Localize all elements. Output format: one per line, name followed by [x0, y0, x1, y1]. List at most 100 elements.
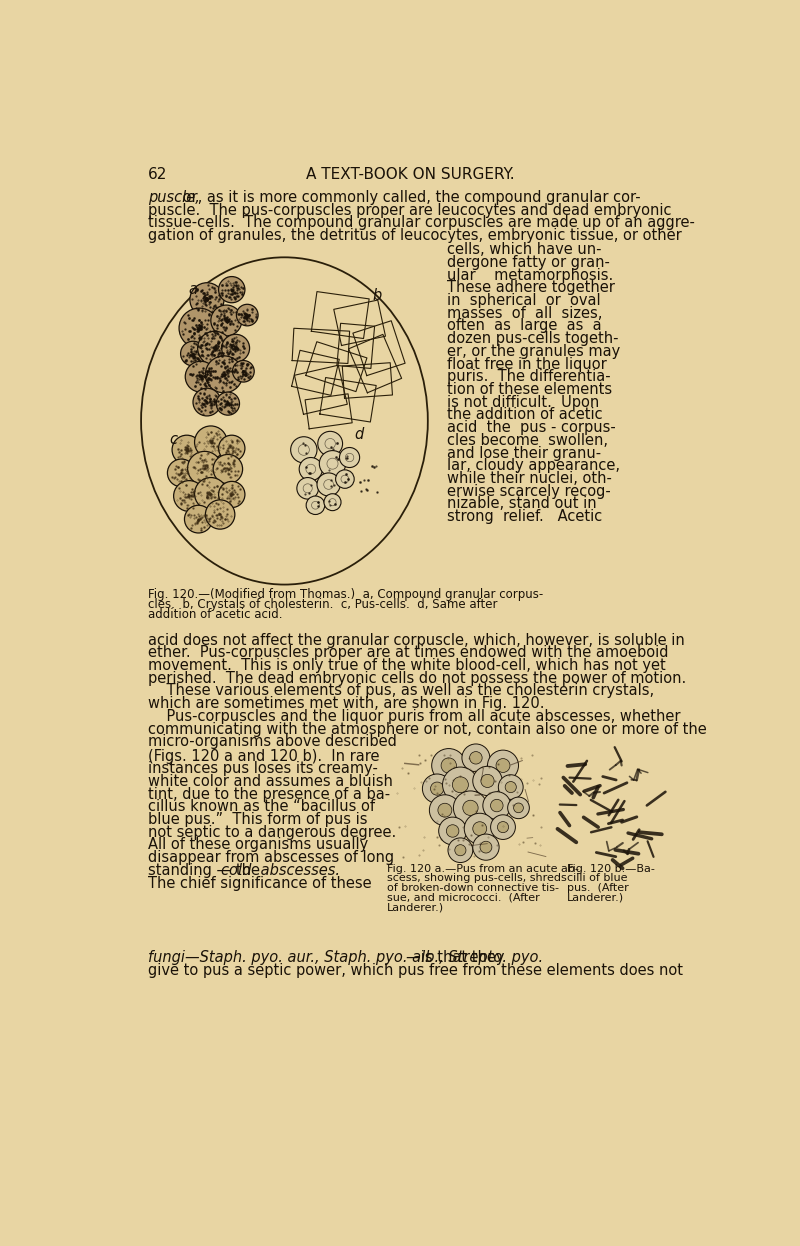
Circle shape — [194, 477, 227, 510]
Text: 62: 62 — [148, 167, 167, 182]
Circle shape — [498, 775, 523, 800]
Text: cells, which have un-: cells, which have un- — [447, 242, 602, 257]
Text: Landerer.): Landerer.) — [386, 902, 444, 912]
Text: the addition of acetic: the addition of acetic — [447, 407, 603, 422]
Circle shape — [216, 392, 239, 415]
Text: All of these organisms usually: All of these organisms usually — [148, 837, 368, 852]
Circle shape — [297, 477, 318, 500]
Text: masses  of  all  sizes,: masses of all sizes, — [447, 305, 602, 320]
Circle shape — [430, 795, 460, 826]
Text: acid does not affect the granular corpuscle, which, however, is soluble in: acid does not affect the granular corpus… — [148, 633, 685, 648]
Circle shape — [473, 834, 499, 860]
Circle shape — [438, 804, 452, 817]
Circle shape — [218, 277, 245, 303]
Text: not septic to a dangerous degree.: not septic to a dangerous degree. — [148, 825, 396, 840]
Circle shape — [508, 797, 530, 819]
Circle shape — [422, 774, 452, 804]
Circle shape — [174, 481, 205, 511]
Circle shape — [181, 341, 206, 366]
Circle shape — [430, 782, 444, 795]
Circle shape — [473, 821, 486, 836]
Circle shape — [470, 751, 482, 764]
Text: The chief significance of these: The chief significance of these — [148, 876, 372, 891]
Circle shape — [306, 496, 325, 515]
Circle shape — [198, 331, 232, 365]
Circle shape — [206, 500, 235, 530]
Text: lar, cloudy appearance,: lar, cloudy appearance, — [447, 459, 620, 473]
Circle shape — [462, 744, 490, 771]
Circle shape — [318, 431, 342, 456]
Circle shape — [172, 435, 202, 465]
Text: puris.  The differentia-: puris. The differentia- — [447, 369, 611, 384]
Circle shape — [487, 750, 518, 781]
Circle shape — [222, 334, 250, 363]
Circle shape — [454, 791, 487, 825]
Text: These various elements of pus, as well as the cholesterin crystals,: These various elements of pus, as well a… — [148, 684, 654, 699]
Text: —is that they: —is that they — [406, 949, 505, 964]
Circle shape — [483, 791, 510, 820]
Circle shape — [441, 758, 457, 773]
Text: d: d — [354, 427, 363, 442]
Circle shape — [193, 389, 221, 416]
Circle shape — [339, 447, 360, 467]
Circle shape — [206, 356, 242, 392]
Text: er, or the granules may: er, or the granules may — [447, 344, 621, 359]
Text: Pus-corpuscles and the liquor puris from all acute abscesses, whether: Pus-corpuscles and the liquor puris from… — [148, 709, 681, 724]
Text: cillus known as the “bacillus of: cillus known as the “bacillus of — [148, 800, 375, 815]
Circle shape — [167, 459, 195, 487]
Circle shape — [237, 304, 258, 326]
Circle shape — [317, 473, 340, 496]
Circle shape — [473, 766, 502, 795]
Text: Fig. 120 a.—Pus from an acute ab-: Fig. 120 a.—Pus from an acute ab- — [386, 863, 578, 873]
Text: b: b — [373, 288, 382, 303]
Text: tion of these elements: tion of these elements — [447, 383, 612, 397]
Text: strong  relief.   Acetic: strong relief. Acetic — [447, 510, 602, 525]
Text: cles.  b, Crystals of cholesterin.  c, Pus-cells.  d, Same after: cles. b, Crystals of cholesterin. c, Pus… — [148, 598, 498, 612]
Text: puscle,: puscle, — [148, 189, 200, 204]
Circle shape — [514, 802, 523, 812]
Circle shape — [336, 470, 354, 488]
Text: tissue-cells.  The compound granular corpuscles are made up of an aggre-: tissue-cells. The compound granular corp… — [148, 216, 695, 231]
Text: cles become  swollen,: cles become swollen, — [447, 432, 608, 447]
Text: cold  abscesses.: cold abscesses. — [222, 863, 340, 878]
Text: puscle.  The pus-corpuscles proper are leucocytes and dead embryonic: puscle. The pus-corpuscles proper are le… — [148, 203, 671, 218]
Circle shape — [454, 845, 466, 856]
Text: often  as  large  as  a: often as large as a — [447, 319, 602, 334]
Text: addition of acetic acid.: addition of acetic acid. — [148, 608, 282, 622]
Text: sue, and micrococci.  (After: sue, and micrococci. (After — [386, 892, 539, 902]
Text: fungi—Staph. pyo. aur., Staph. pyo. alb., Strepto. pyo.: fungi—Staph. pyo. aur., Staph. pyo. alb.… — [148, 949, 543, 964]
Text: standing — the: standing — the — [148, 863, 270, 878]
Circle shape — [442, 768, 478, 802]
Text: These adhere together: These adhere together — [447, 280, 615, 295]
Text: float free in the liquor: float free in the liquor — [447, 356, 607, 371]
Circle shape — [498, 821, 509, 832]
Circle shape — [194, 426, 227, 459]
Circle shape — [432, 749, 466, 782]
Circle shape — [185, 506, 212, 533]
Text: which are sometimes met with, are shown in Fig. 120.: which are sometimes met with, are shown … — [148, 697, 545, 711]
Circle shape — [319, 451, 346, 477]
Circle shape — [462, 800, 478, 815]
Text: perished.  The dead embryonic cells do not possess the power of motion.: perished. The dead embryonic cells do no… — [148, 670, 686, 685]
Text: A TEXT-BOOK ON SURGERY.: A TEXT-BOOK ON SURGERY. — [306, 167, 514, 182]
Text: ular    metamorphosis.: ular metamorphosis. — [447, 268, 614, 283]
Text: ether.  Pus-corpuscles proper are at times endowed with the amoeboid: ether. Pus-corpuscles proper are at time… — [148, 645, 669, 660]
Circle shape — [496, 759, 510, 773]
Text: Fig. 120.—(Modified from Thomas.)  a, Compound granular corpus-: Fig. 120.—(Modified from Thomas.) a, Com… — [148, 588, 543, 602]
Circle shape — [299, 457, 322, 481]
Circle shape — [464, 814, 495, 844]
Text: Fig. 120 b.—Ba-: Fig. 120 b.—Ba- — [566, 863, 654, 873]
Text: blue pus.”  This form of pus is: blue pus.” This form of pus is — [148, 812, 367, 827]
Circle shape — [481, 774, 494, 787]
Text: cilli of blue: cilli of blue — [566, 873, 627, 883]
Circle shape — [490, 815, 515, 840]
Text: while their nuclei, oth-: while their nuclei, oth- — [447, 471, 612, 486]
Circle shape — [452, 776, 468, 792]
Text: of broken-down connective tis-: of broken-down connective tis- — [386, 883, 558, 893]
Text: tint, due to the presence of a ba-: tint, due to the presence of a ba- — [148, 786, 390, 801]
Circle shape — [505, 781, 516, 792]
Text: in  spherical  or  oval: in spherical or oval — [447, 293, 601, 308]
Circle shape — [186, 361, 216, 392]
Circle shape — [218, 435, 245, 461]
Text: pus.  (After: pus. (After — [566, 883, 628, 893]
